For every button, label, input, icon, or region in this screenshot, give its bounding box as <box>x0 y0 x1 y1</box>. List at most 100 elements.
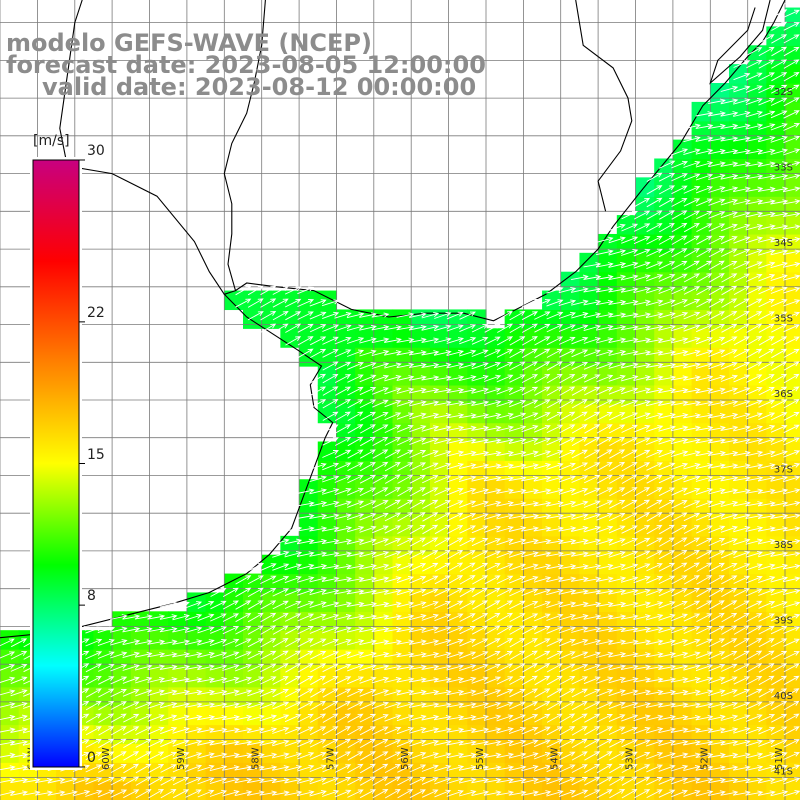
wind-arrow <box>334 500 352 508</box>
wind-arrow <box>695 777 714 784</box>
wind-speed-cell <box>224 630 244 650</box>
wind-arrow <box>508 563 527 571</box>
wind-arrow <box>671 260 688 270</box>
wind-arrow <box>472 600 489 610</box>
wind-arrow <box>646 499 663 509</box>
wind-arrow <box>620 312 639 318</box>
wind-arrow <box>396 714 415 722</box>
wind-arrow <box>645 677 664 683</box>
wind-speed-cell <box>747 460 767 480</box>
wind-arrow <box>721 600 738 610</box>
wind-arrow <box>260 650 277 660</box>
wind-arrow <box>359 789 377 799</box>
wind-speed-cell <box>112 743 132 763</box>
wind-arrow <box>458 375 477 382</box>
wind-arrow <box>147 626 166 633</box>
wind-speed-cell <box>317 535 338 556</box>
wind-speed-cell <box>766 101 786 122</box>
wind-arrow <box>446 438 465 444</box>
wind-arrow <box>184 664 203 670</box>
wind-arrow <box>397 764 414 773</box>
wind-speed-cell <box>654 705 674 726</box>
wind-arrow <box>384 550 402 559</box>
wind-arrow <box>571 688 588 698</box>
wind-arrow <box>559 386 576 396</box>
wind-arrow <box>259 739 278 746</box>
wind-speed-cell <box>411 441 431 461</box>
wind-arrow <box>609 788 626 799</box>
wind-arrow <box>671 185 688 195</box>
forecast-date: forecast date: 2023-08-05 12:00:00 <box>6 51 486 79</box>
wind-arrow <box>534 311 551 320</box>
wind-arrow <box>346 324 365 332</box>
wind-arrow <box>683 173 701 181</box>
wind-arrow <box>272 739 290 747</box>
wind-arrow <box>770 261 788 269</box>
wind-speed-cell <box>485 611 506 631</box>
wind-arrow <box>521 663 538 673</box>
wind-arrow <box>235 285 252 296</box>
wind-arrow <box>745 463 764 469</box>
wind-arrow <box>85 626 103 634</box>
wind-arrow <box>721 298 738 308</box>
wind-arrow <box>621 714 639 722</box>
wind-arrow <box>309 462 327 470</box>
wind-arrow <box>695 765 714 771</box>
wind-arrow <box>135 788 152 799</box>
wind-arrow <box>534 613 551 622</box>
wind-arrow <box>671 173 688 182</box>
wind-arrow <box>185 601 203 609</box>
wind-arrow <box>758 576 776 584</box>
wind-speed-cell <box>654 724 674 744</box>
wind-arrow <box>359 449 376 459</box>
wind-arrow <box>296 576 315 583</box>
wind-arrow <box>234 676 252 684</box>
wind-arrow <box>533 463 552 470</box>
wind-arrow <box>260 323 277 333</box>
wind-arrow <box>782 475 800 483</box>
wind-speed-cell <box>261 554 281 575</box>
wind-arrow <box>770 135 788 143</box>
wind-speed-cell <box>261 781 281 800</box>
wind-speed-cell <box>728 460 749 480</box>
wind-arrow <box>123 738 140 748</box>
wind-arrow <box>297 663 314 673</box>
wind-arrow <box>0 676 16 683</box>
wind-arrow <box>758 600 776 609</box>
wind-arrow <box>297 588 315 596</box>
wind-arrow <box>746 273 763 282</box>
wind-arrow <box>595 626 614 633</box>
wind-arrow <box>608 349 627 356</box>
wind-arrow <box>733 298 750 308</box>
wind-speed-cell <box>224 743 244 763</box>
wind-arrow <box>596 726 613 736</box>
wind-arrow <box>285 701 302 710</box>
wind-arrow <box>483 513 502 520</box>
wind-arrow <box>396 726 414 735</box>
wind-arrow <box>347 500 365 508</box>
wind-arrow <box>384 538 402 546</box>
wind-speed-cell <box>485 441 506 461</box>
wind-speed-cell <box>336 460 356 480</box>
wind-arrow <box>433 739 452 746</box>
wind-arrow <box>446 689 465 696</box>
wind-arrow <box>583 563 602 570</box>
wind-arrow <box>596 249 614 256</box>
wind-arrow <box>746 701 763 710</box>
wind-arrow <box>634 197 651 208</box>
wind-arrow <box>434 450 452 458</box>
wind-arrow <box>434 664 452 671</box>
wind-arrow <box>309 500 328 507</box>
wind-arrow <box>595 236 614 243</box>
wind-arrow <box>159 664 178 670</box>
wind-arrow <box>746 336 763 346</box>
wind-arrow <box>335 424 352 434</box>
wind-arrow <box>159 652 178 658</box>
wind-arrow <box>757 136 776 143</box>
wind-arrow <box>758 714 776 723</box>
wind-arrow <box>508 777 527 784</box>
wind-arrow <box>123 726 140 736</box>
wind-arrow <box>608 664 627 671</box>
wind-arrow <box>384 614 402 620</box>
wind-speed-cell <box>467 630 487 650</box>
